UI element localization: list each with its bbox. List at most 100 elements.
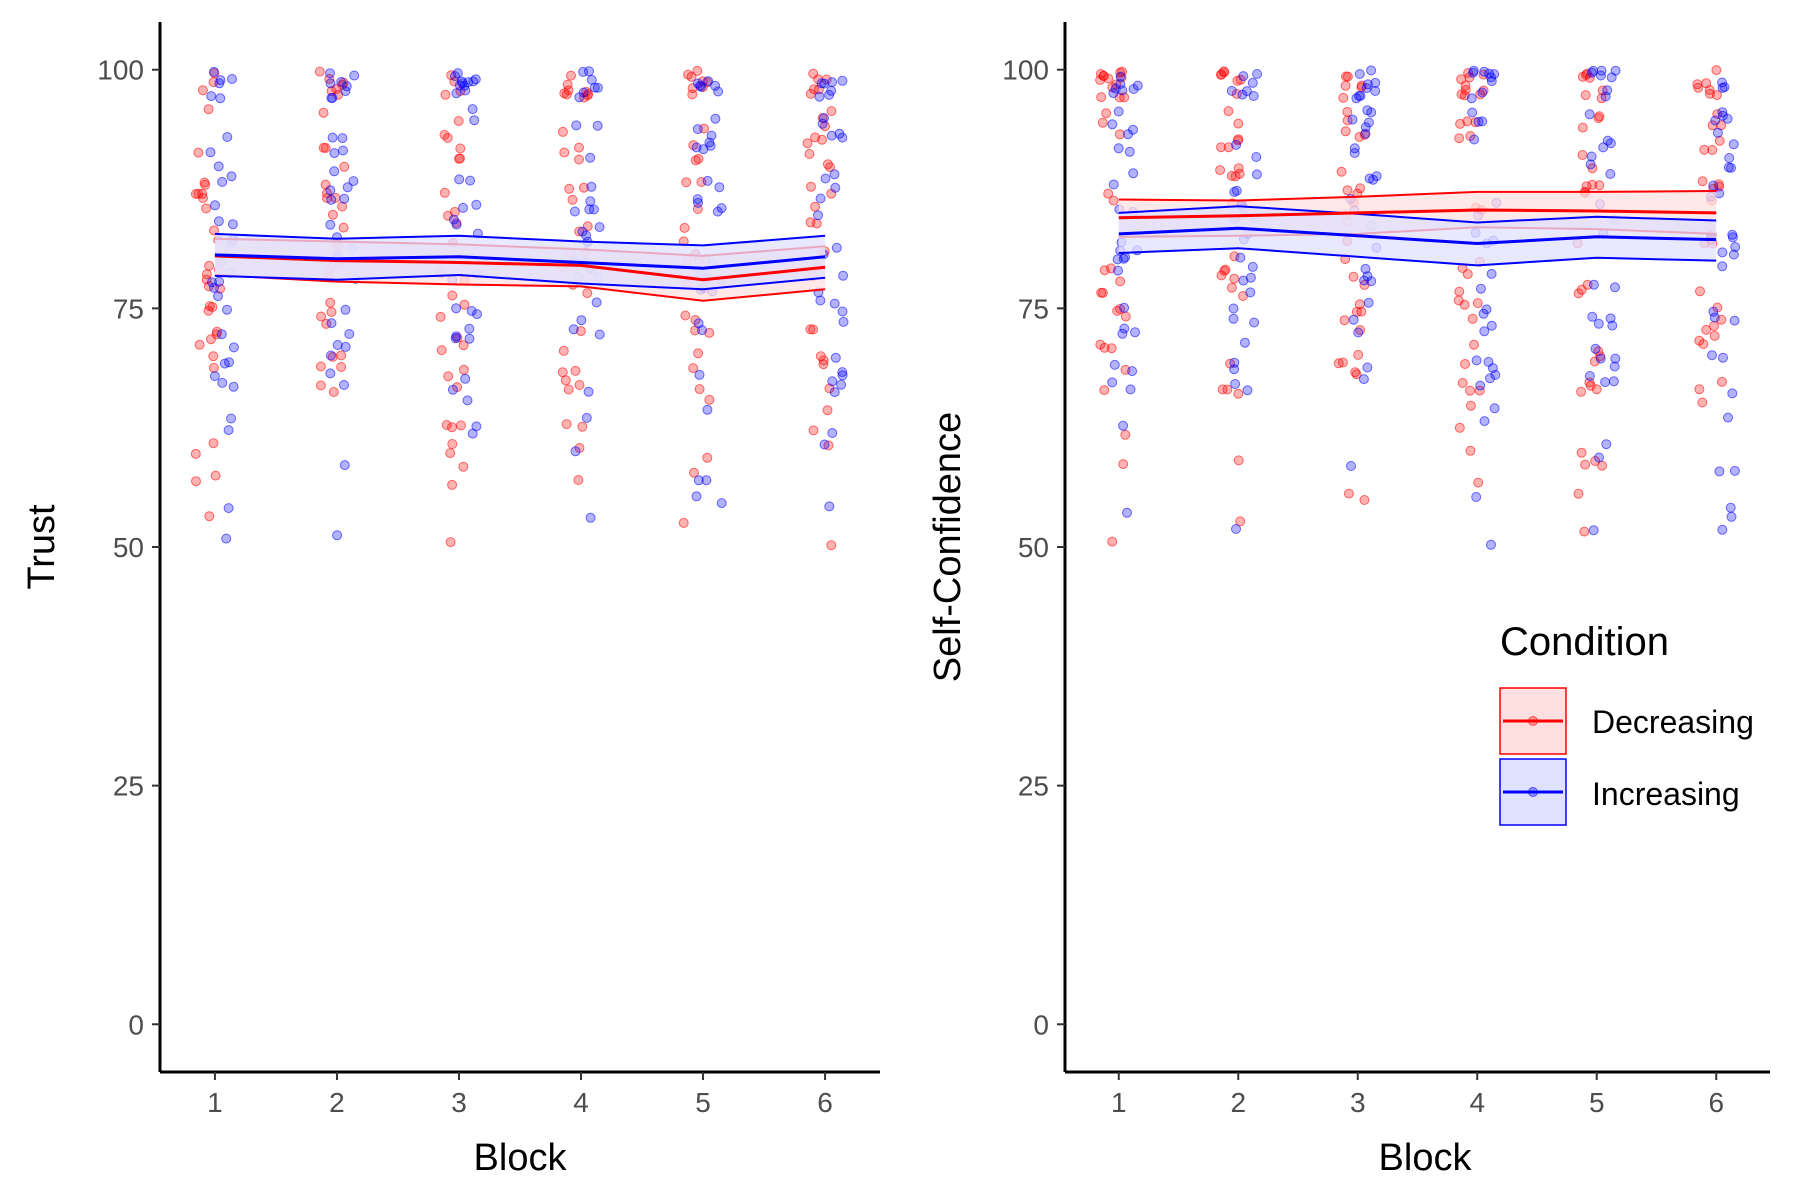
data-point bbox=[325, 297, 336, 308]
data-point bbox=[820, 173, 831, 184]
x-tick-label: 4 bbox=[573, 1087, 589, 1118]
data-point bbox=[1723, 412, 1733, 423]
data-point bbox=[1107, 119, 1118, 130]
data-point bbox=[1479, 326, 1490, 337]
data-point bbox=[1226, 170, 1237, 181]
data-point bbox=[450, 71, 460, 82]
data-point bbox=[193, 147, 204, 158]
data-point bbox=[1701, 324, 1712, 335]
y-tick-label: 75 bbox=[1018, 293, 1049, 324]
data-point bbox=[557, 367, 568, 378]
y-tick-label: 75 bbox=[113, 293, 144, 324]
data-point bbox=[465, 175, 476, 186]
data-point bbox=[213, 161, 224, 172]
data-point bbox=[827, 77, 838, 88]
data-point bbox=[197, 85, 208, 96]
data-point bbox=[703, 76, 714, 87]
data-point bbox=[203, 305, 214, 316]
data-point bbox=[1354, 69, 1365, 79]
data-point bbox=[805, 324, 816, 335]
data-point bbox=[1473, 116, 1484, 127]
data-point bbox=[1251, 169, 1262, 180]
data-point bbox=[1587, 179, 1598, 190]
data-point bbox=[325, 185, 336, 196]
data-point bbox=[1580, 459, 1591, 470]
data-point bbox=[217, 176, 228, 187]
data-point bbox=[459, 299, 470, 310]
data-point bbox=[1132, 80, 1143, 91]
upper-bound-line-decreasing bbox=[1118, 190, 1717, 202]
upper-bound-line-increasing bbox=[1118, 205, 1717, 224]
data-point bbox=[1717, 247, 1728, 258]
data-point bbox=[206, 91, 217, 102]
legend-point-decreasing bbox=[1528, 716, 1538, 726]
data-point bbox=[458, 340, 469, 351]
data-point bbox=[1251, 152, 1262, 162]
data-point bbox=[439, 187, 450, 198]
data-point bbox=[819, 113, 829, 124]
data-point bbox=[1479, 66, 1490, 77]
data-point bbox=[1242, 385, 1253, 396]
x-tick-label: 6 bbox=[1708, 1087, 1724, 1118]
data-point bbox=[198, 193, 208, 203]
data-point bbox=[1587, 311, 1598, 322]
data-point bbox=[1115, 71, 1126, 82]
data-point bbox=[328, 387, 339, 397]
data-point bbox=[1486, 76, 1497, 87]
y-tick-label: 50 bbox=[113, 532, 144, 563]
data-point bbox=[1238, 275, 1249, 286]
data-point bbox=[454, 174, 465, 185]
data-point bbox=[1728, 249, 1739, 260]
data-point bbox=[817, 118, 828, 129]
data-point bbox=[1349, 143, 1360, 154]
data-point bbox=[831, 242, 842, 253]
data-point bbox=[1097, 117, 1108, 128]
data-point bbox=[447, 384, 458, 395]
data-point bbox=[594, 222, 605, 233]
data-point bbox=[435, 311, 446, 322]
data-point bbox=[692, 194, 703, 205]
data-point bbox=[1584, 371, 1595, 381]
data-point bbox=[1576, 386, 1587, 397]
data-point bbox=[443, 371, 454, 382]
upper-bound-line-increasing bbox=[214, 232, 826, 247]
data-point bbox=[1730, 242, 1741, 252]
data-point bbox=[1727, 229, 1738, 240]
data-point bbox=[1108, 88, 1119, 99]
y-tick-label: 100 bbox=[1002, 55, 1049, 86]
mean-line-decreasing bbox=[1118, 208, 1717, 220]
data-point bbox=[1354, 299, 1365, 310]
data-point bbox=[1366, 276, 1377, 287]
data-point bbox=[205, 147, 216, 158]
data-point bbox=[578, 182, 589, 193]
data-point bbox=[1473, 477, 1484, 488]
data-point bbox=[226, 171, 237, 182]
data-point bbox=[463, 77, 474, 88]
data-point bbox=[1576, 447, 1587, 458]
data-point bbox=[1342, 185, 1353, 196]
data-point bbox=[1602, 135, 1613, 146]
data-point bbox=[467, 428, 478, 439]
legend: Condition Decreasing Increasing bbox=[1499, 620, 1754, 826]
data-point bbox=[830, 352, 841, 363]
data-point bbox=[458, 461, 469, 472]
data-point bbox=[837, 75, 848, 86]
data-point bbox=[1726, 511, 1737, 522]
data-point bbox=[1465, 131, 1476, 141]
x-tick-label: 2 bbox=[1230, 1087, 1246, 1118]
data-point bbox=[1485, 373, 1495, 384]
data-point bbox=[1588, 525, 1599, 536]
data-point bbox=[826, 130, 837, 141]
data-point bbox=[1360, 128, 1371, 139]
data-point bbox=[586, 181, 597, 192]
data-point bbox=[1222, 384, 1233, 395]
data-point bbox=[1709, 312, 1720, 323]
data-point bbox=[1120, 311, 1131, 322]
data-point bbox=[837, 370, 848, 381]
data-point bbox=[210, 200, 220, 211]
data-point bbox=[1717, 524, 1728, 535]
data-point bbox=[681, 177, 692, 188]
data-point bbox=[1727, 388, 1738, 399]
data-point bbox=[1128, 168, 1139, 179]
